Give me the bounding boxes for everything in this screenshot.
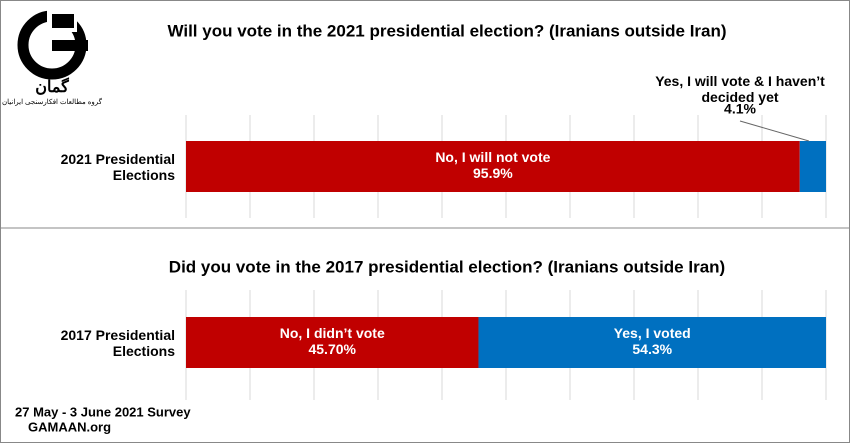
value-label: 95.9%: [473, 165, 513, 181]
value-label: 4.1%: [724, 101, 756, 117]
chart-title: Did you vote in the 2017 presidential el…: [169, 257, 725, 276]
value-label: 54.3%: [632, 341, 672, 357]
category-label: 2021 Presidential Elections: [60, 150, 175, 183]
chart-title: Will you vote in the 2021 presidential e…: [167, 21, 726, 40]
logo-subtitle: گروه مطالعات افکارسنجی ایرانیان: [2, 97, 103, 106]
category-label: 2017 Presidential Elections: [60, 326, 175, 359]
value-label: 45.70%: [308, 341, 356, 357]
footer-text: 27 May - 3 June 2021 Survey: [15, 404, 191, 419]
bar-segment: [186, 317, 479, 368]
bar-segment: [186, 141, 800, 192]
segment-name: No, I didn’t vote: [280, 325, 385, 341]
bar-segment: [478, 317, 826, 368]
logo-name: گمان: [35, 77, 69, 96]
logo-mark: [17, 10, 88, 80]
footer-text: GAMAAN.org: [28, 419, 111, 434]
segment-name: Yes, I will vote & I haven’t decided yet: [655, 73, 825, 105]
leader-line: [739, 120, 810, 142]
segment-name: No, I will not vote: [435, 149, 550, 165]
bar-segment: [799, 141, 826, 192]
segment-name: Yes, I voted: [614, 325, 691, 341]
